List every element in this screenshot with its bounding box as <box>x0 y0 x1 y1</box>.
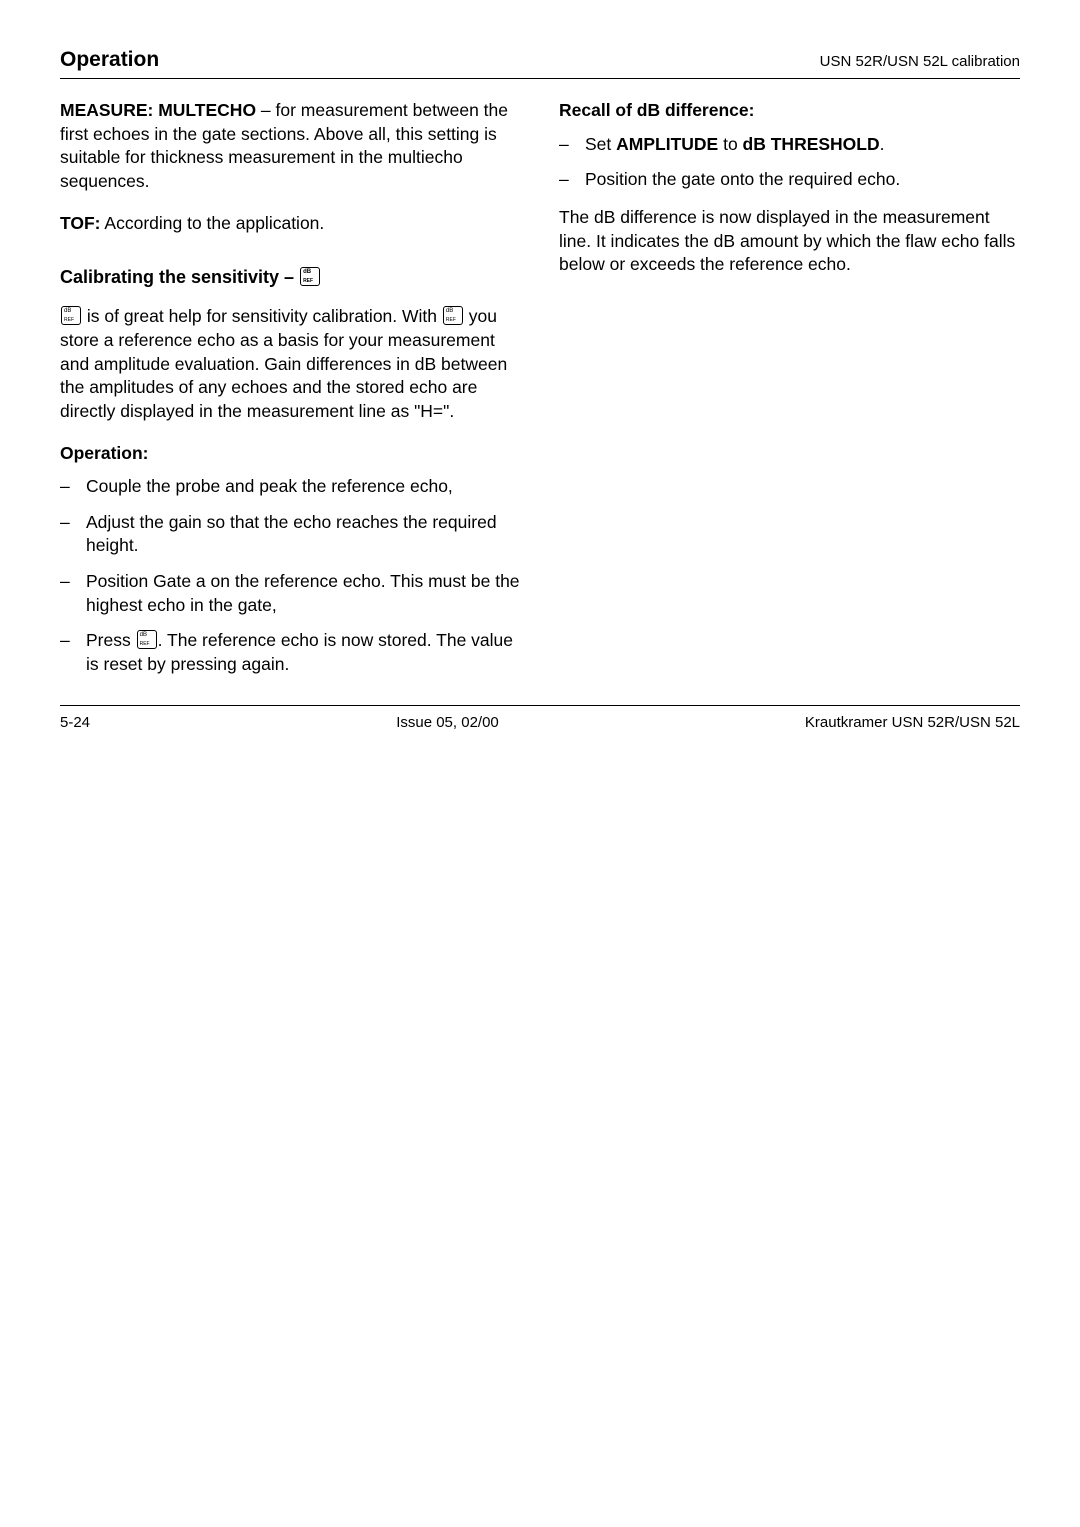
footer-left: 5-24 <box>60 714 90 731</box>
measure-paragraph: MEASURE: MULTECHO – for measurement betw… <box>60 99 521 194</box>
page-header: Operation USN 52R/USN 52L calibration <box>60 48 1020 79</box>
recall-1a: Set <box>585 134 616 154</box>
recall-1mid: to <box>718 134 742 154</box>
footer-center: Issue 05, 02/00 <box>396 714 499 731</box>
header-title: Operation <box>60 48 159 72</box>
left-column: MEASURE: MULTECHO – for measurement betw… <box>60 99 521 691</box>
recall-bold-2: dB THRESHOLD <box>743 134 880 154</box>
header-subtitle: USN 52R/USN 52L calibration <box>820 53 1020 70</box>
tof-paragraph: TOF: According to the application. <box>60 212 521 236</box>
calib-text-1a: is of great help for sensitivity calibra… <box>82 306 442 326</box>
op-item-2: Adjust the gain so that the echo reaches… <box>86 512 497 556</box>
calibrating-heading: Calibrating the sensitivity – <box>60 265 521 289</box>
tof-text: According to the application. <box>101 213 325 233</box>
db-ref-key-icon <box>137 630 157 649</box>
recall-bold-1: AMPLITUDE <box>616 134 718 154</box>
recall-paragraph: The dB difference is now displayed in th… <box>559 206 1020 277</box>
list-item: Set AMPLITUDE to dB THRESHOLD. <box>559 133 1020 157</box>
page: Operation USN 52R/USN 52L calibration ME… <box>0 0 1080 731</box>
operation-list: Couple the probe and peak the reference … <box>60 475 521 676</box>
operation-subheading: Operation: <box>60 442 521 466</box>
op-item-1: Couple the probe and peak the reference … <box>86 476 453 496</box>
list-item: Position Gate a on the reference echo. T… <box>60 570 521 617</box>
list-item: Couple the probe and peak the reference … <box>60 475 521 499</box>
content-columns: MEASURE: MULTECHO – for measurement betw… <box>60 99 1020 691</box>
db-ref-key-icon <box>443 306 463 325</box>
db-ref-key-icon <box>300 267 320 286</box>
op-item-4a: Press <box>86 630 136 650</box>
recall-1end: . <box>880 134 885 154</box>
recall-item-2: Position the gate onto the required echo… <box>585 169 900 189</box>
recall-list: Set AMPLITUDE to dB THRESHOLD. Position … <box>559 133 1020 192</box>
tof-bold: TOF: <box>60 213 101 233</box>
measure-bold: MEASURE: MULTECHO <box>60 100 256 120</box>
recall-heading: Recall of dB difference: <box>559 99 1020 123</box>
page-footer: 5-24 Issue 05, 02/00 Krautkramer USN 52R… <box>60 706 1020 731</box>
db-ref-key-icon <box>61 306 81 325</box>
footer-right: Krautkramer USN 52R/USN 52L <box>805 714 1020 731</box>
list-item: Press . The reference echo is now stored… <box>60 629 521 676</box>
list-item: Adjust the gain so that the echo reaches… <box>60 511 521 558</box>
op-item-3: Position Gate a on the reference echo. T… <box>86 571 520 615</box>
calib-paragraph: is of great help for sensitivity calibra… <box>60 305 521 423</box>
calib-heading-text: Calibrating the sensitivity – <box>60 267 299 287</box>
list-item: Position the gate onto the required echo… <box>559 168 1020 192</box>
right-column: Recall of dB difference: Set AMPLITUDE t… <box>559 99 1020 691</box>
